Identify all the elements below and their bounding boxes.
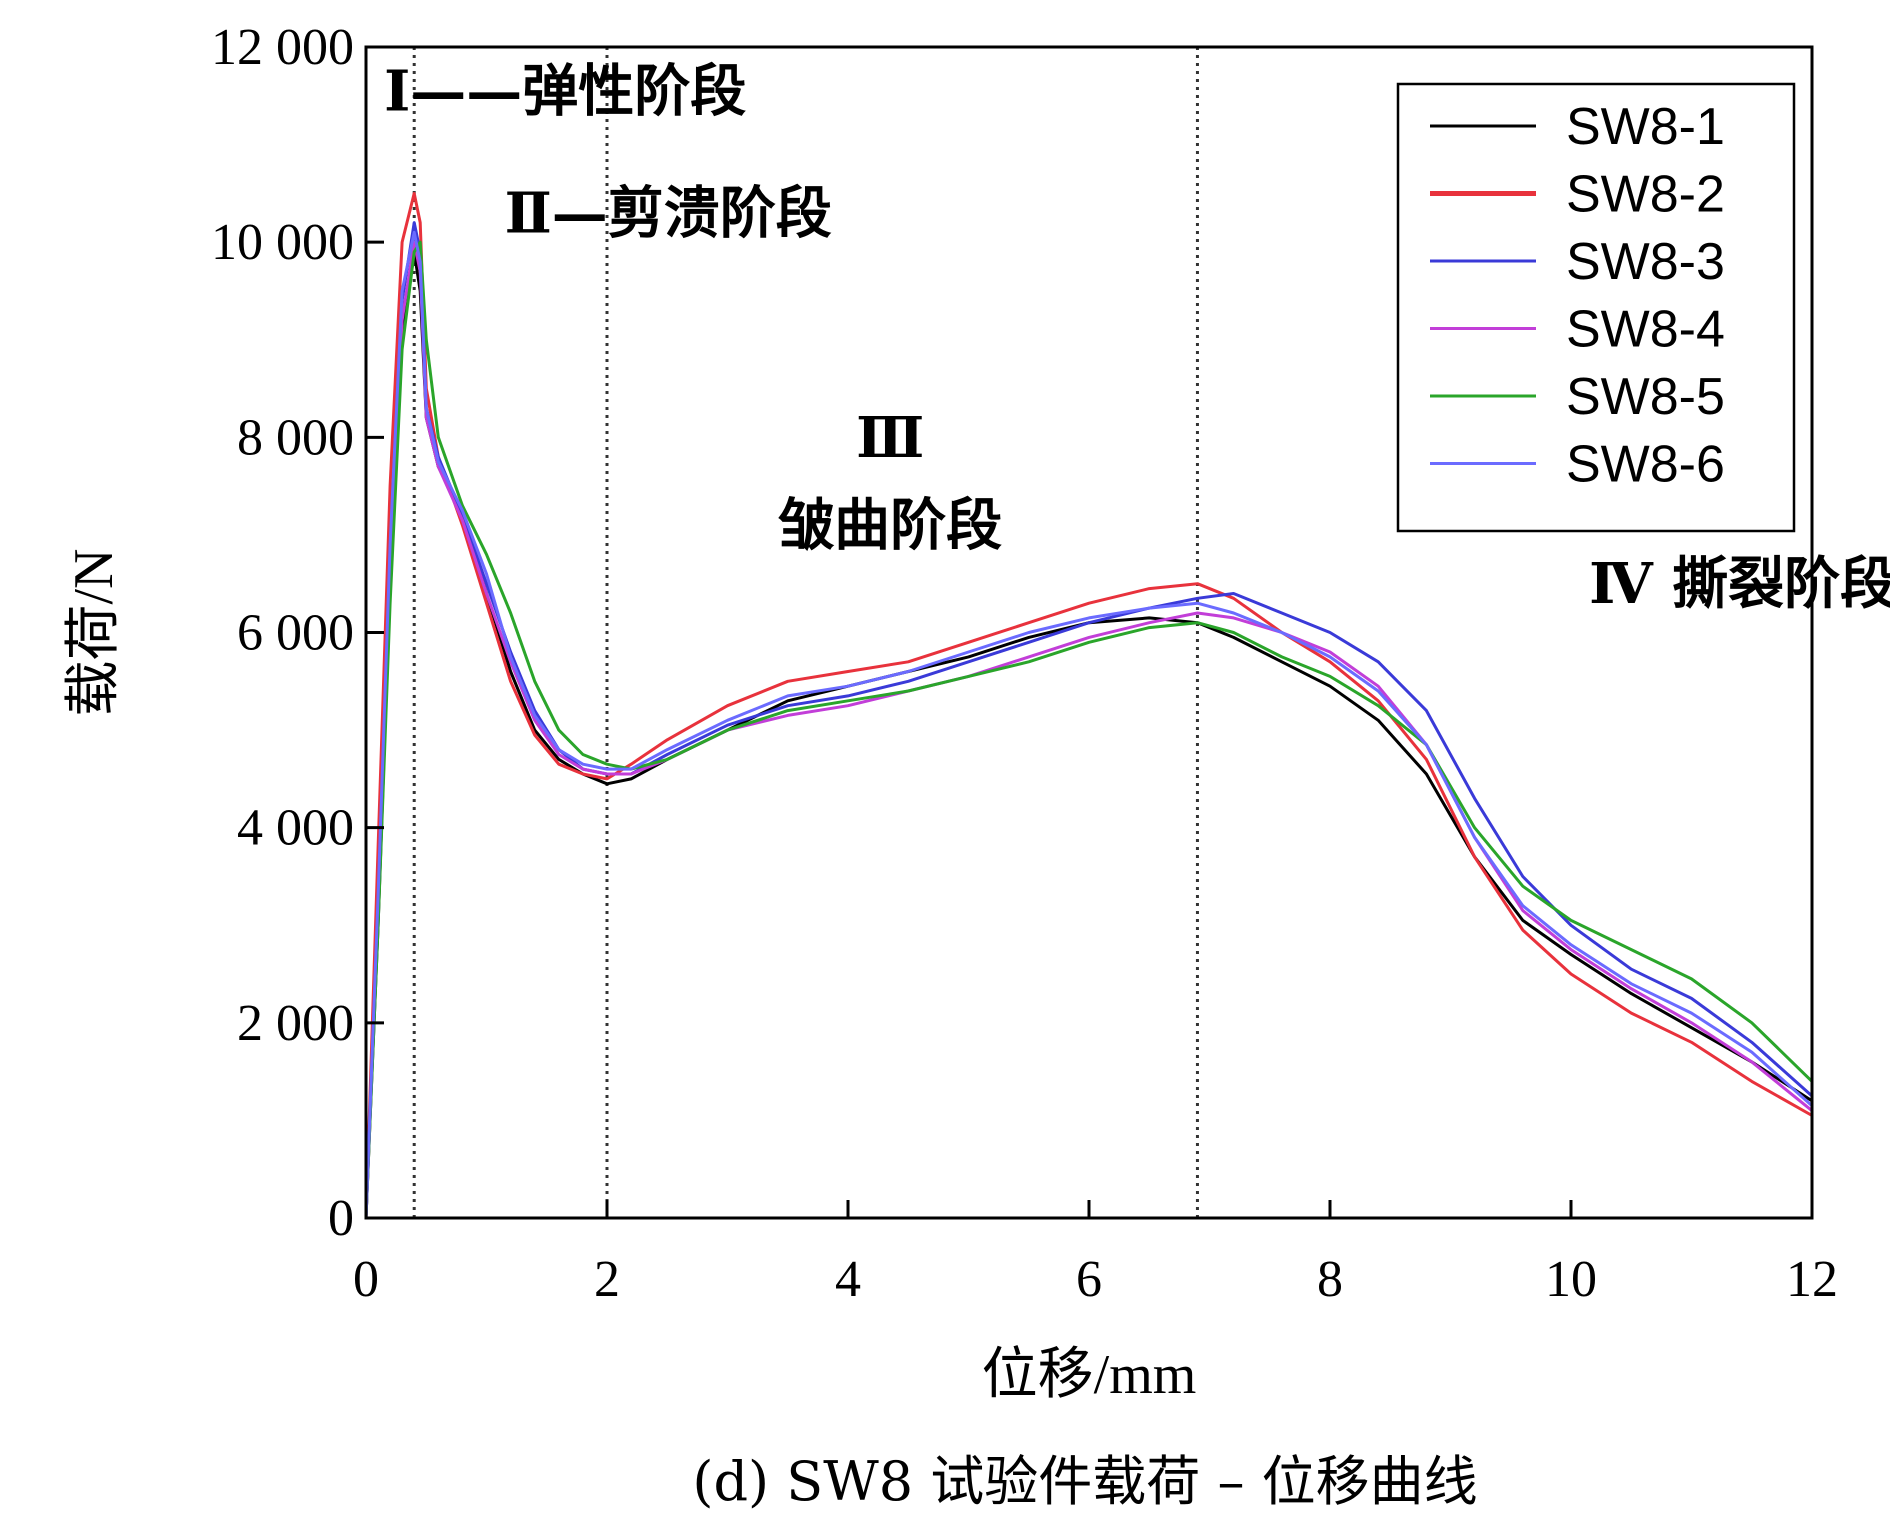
stage-label-2: Ⅱ—剪溃阶段 bbox=[505, 180, 832, 246]
legend-label-sw8-2: SW8-2 bbox=[1566, 166, 1725, 224]
y-tick-label: 10 000 bbox=[211, 214, 354, 271]
legend-label-sw8-4: SW8-4 bbox=[1566, 301, 1725, 359]
x-axis-label: 位移/mm bbox=[982, 1344, 1197, 1406]
x-tick-label: 0 bbox=[353, 1251, 379, 1308]
x-tick-label: 8 bbox=[1317, 1251, 1343, 1308]
stage-annotations: Ⅰ——弹性阶段 Ⅱ—剪溃阶段 Ⅲ 皱曲阶段 Ⅳ 撕裂阶段 bbox=[384, 58, 1890, 617]
stage-label-5: Ⅳ 撕裂阶段 bbox=[1589, 551, 1890, 617]
figure-caption: (d) SW8 试验件载荷 – 位移曲线 bbox=[692, 1450, 1477, 1513]
legend-label-sw8-3: SW8-3 bbox=[1566, 233, 1725, 291]
series-line-sw8-2 bbox=[364, 191, 1813, 1219]
series-lines bbox=[364, 191, 1814, 1219]
x-tick-label: 2 bbox=[594, 1251, 620, 1308]
y-axis-label: 载荷/N bbox=[63, 549, 125, 717]
y-tick-label: 4 000 bbox=[237, 800, 354, 857]
legend-label-sw8-5: SW8-5 bbox=[1566, 368, 1725, 426]
y-tick-label: 2 000 bbox=[237, 995, 354, 1052]
legend-label-sw8-6: SW8-6 bbox=[1566, 436, 1725, 494]
y-tick-label: 8 000 bbox=[237, 409, 354, 466]
y-tick-label: 0 bbox=[328, 1190, 354, 1247]
legend-box bbox=[1396, 82, 1796, 533]
y-tick-label: 6 000 bbox=[237, 605, 354, 662]
x-tick-label: 10 bbox=[1545, 1251, 1597, 1308]
legend: SW8-1 SW8-2 SW8-3 SW8-4 SW8-5 SW8-6 bbox=[1396, 82, 1796, 533]
series-line-sw8-6 bbox=[364, 230, 1813, 1219]
stage-label-4: 皱曲阶段 bbox=[778, 493, 1002, 559]
x-tick-label: 12 bbox=[1786, 1251, 1838, 1308]
y-tick-label: 12 000 bbox=[211, 19, 354, 76]
stage-label-1: Ⅰ——弹性阶段 bbox=[384, 58, 746, 124]
axis-ticks: 0 2 4 6 8 10 12 0 2 000 4 000 6 000 8 000 10 000 12 0… bbox=[211, 19, 1838, 1308]
stage-boundary-lines bbox=[412, 47, 1199, 1218]
stage-label-3: Ⅲ bbox=[856, 405, 924, 471]
legend-label-sw8-1: SW8-1 bbox=[1566, 98, 1725, 156]
x-tick-label: 4 bbox=[835, 1251, 861, 1308]
x-tick-label: 6 bbox=[1076, 1251, 1102, 1308]
series-line-sw8-5 bbox=[364, 240, 1814, 1219]
